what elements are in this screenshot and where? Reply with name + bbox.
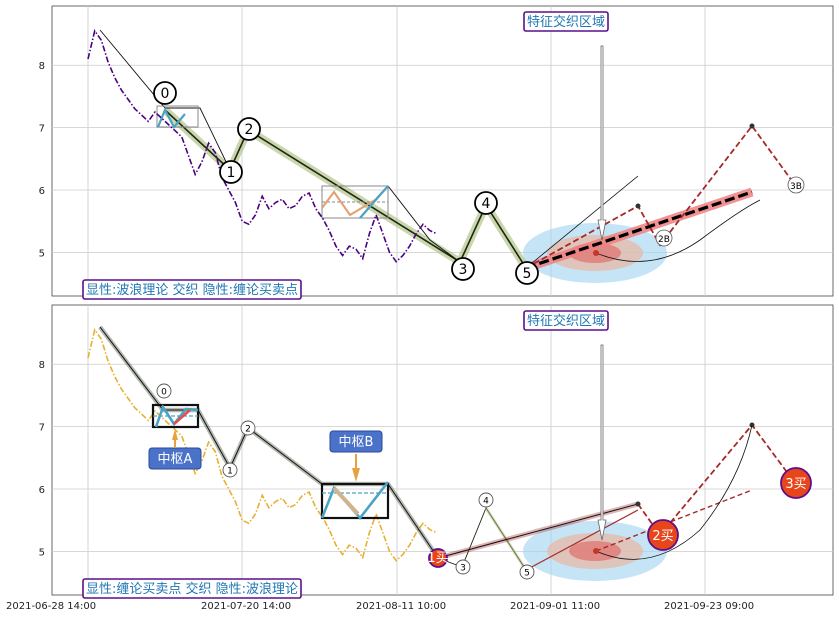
top-wave-label-text-1: 1 bbox=[227, 165, 236, 181]
bottom-zhongshu-b-arrow-icon bbox=[352, 454, 360, 482]
bottom-wave-label-0: 0 bbox=[156, 383, 172, 399]
top-wave-label-text-4: 4 bbox=[482, 196, 491, 212]
bottom-projection-path bbox=[637, 423, 796, 537]
bottom-wave-labels: 0 1 2 3 4 5 bbox=[156, 383, 535, 580]
bottom-zhongshu-b-box bbox=[320, 482, 390, 520]
bottom-wave-label-4: 4 bbox=[478, 492, 494, 508]
bottom-y-ticks: 5 6 7 8 bbox=[39, 360, 45, 558]
bottom-annotation-box bbox=[523, 310, 609, 331]
top-wave-label-0: 0 bbox=[153, 81, 177, 105]
bottom-wave-label-text-3: 3 bbox=[460, 564, 466, 574]
bottom-panel: 5 6 7 8 中枢A 中枢B bbox=[39, 304, 834, 599]
bottom-wave-label-2: 2 bbox=[240, 420, 256, 436]
x-tick-label-4: 2021-09-23 09:00 bbox=[664, 601, 754, 612]
top-proj-2b-text: 2B bbox=[658, 235, 670, 245]
top-wave-label-5: 5 bbox=[515, 261, 539, 285]
top-legend-box bbox=[82, 279, 302, 300]
top-upper-channel bbox=[525, 175, 639, 269]
top-box-a bbox=[156, 105, 199, 128]
bottom-buy-point-3: 3买 bbox=[780, 467, 812, 499]
bottom-annotation-text: 特征交织区域 bbox=[527, 313, 605, 329]
top-ytick-8: 8 bbox=[39, 61, 45, 72]
top-wave-label-text-5: 5 bbox=[523, 266, 532, 282]
top-proj-point-1 bbox=[635, 203, 641, 209]
bottom-proj-point-1 bbox=[635, 501, 641, 507]
top-glow-point bbox=[593, 250, 599, 256]
top-wave-label-text-2: 2 bbox=[245, 122, 254, 138]
bottom-wave-label-1: 1 bbox=[222, 462, 238, 478]
top-y-ticks: 5 6 7 8 bbox=[39, 61, 45, 259]
top-trend-line bbox=[525, 190, 753, 270]
top-sub-segment-b2 bbox=[359, 185, 389, 219]
top-proj-3b-text: 3B bbox=[790, 182, 802, 192]
top-panel: 5 6 7 8 0 1 2 3 4 5 bbox=[39, 5, 834, 300]
bottom-buy-point-2: 2买 bbox=[647, 519, 679, 551]
top-wave-label-2: 2 bbox=[237, 117, 261, 141]
x-axis-labels: 2021-06-28 14:00 2021-07-20 14:00 2021-08-… bbox=[6, 601, 754, 612]
bottom-glow-point bbox=[593, 548, 599, 554]
top-wave-label-1: 1 bbox=[219, 160, 243, 184]
bottom-wave-label-text-1: 1 bbox=[227, 467, 233, 477]
bottom-wave-label-text-5: 5 bbox=[524, 569, 530, 579]
bottom-ytick-6: 6 bbox=[39, 485, 45, 496]
top-wave-label-3: 3 bbox=[451, 257, 475, 281]
bottom-buy-2-text: 2买 bbox=[652, 529, 673, 544]
bottom-zhongshu-b-label-box bbox=[329, 430, 383, 453]
top-ytick-6: 6 bbox=[39, 186, 45, 197]
bottom-buy-1-text: 1买 bbox=[427, 551, 448, 566]
x-tick-label-3: 2021-09-01 11:00 bbox=[510, 601, 600, 612]
bottom-up-line-2 bbox=[525, 509, 639, 571]
top-sub-segment-a bbox=[156, 107, 186, 129]
top-wave-labels: 0 1 2 3 4 5 bbox=[153, 81, 539, 285]
bottom-ytick-8: 8 bbox=[39, 360, 45, 371]
top-ytick-5: 5 bbox=[39, 248, 45, 259]
bottom-wave-label-text-0: 0 bbox=[161, 388, 167, 398]
top-curve-arc bbox=[595, 199, 761, 262]
bottom-price-line bbox=[87, 328, 437, 562]
bottom-projection-trend bbox=[595, 489, 753, 552]
bottom-legend-box bbox=[82, 578, 302, 599]
top-annotation-text: 特征交织区域 bbox=[527, 14, 605, 30]
bottom-arrow-down-icon bbox=[597, 344, 607, 541]
top-legend-text: 显性:波浪理论 交织 隐性:缠论买卖点 bbox=[86, 282, 298, 298]
x-tick-label-0: 2021-06-28 14:00 bbox=[6, 601, 96, 612]
top-annotation-box bbox=[523, 11, 609, 32]
bottom-wave-label-text-2: 2 bbox=[245, 425, 251, 435]
bottom-wave-label-3: 3 bbox=[455, 559, 471, 575]
bottom-zhongshu-a-label: 中枢A bbox=[158, 452, 193, 467]
bottom-zhongshu-a-arrow-icon bbox=[172, 429, 178, 448]
bottom-zhongshu-b-label: 中枢B bbox=[339, 435, 374, 450]
bottom-up-line bbox=[437, 503, 639, 559]
top-outer-structure-1 bbox=[99, 29, 231, 171]
bottom-ytick-7: 7 bbox=[39, 423, 45, 434]
bottom-wave-label-text-4: 4 bbox=[483, 497, 489, 507]
top-wave-label-4: 4 bbox=[474, 191, 498, 215]
top-price-line bbox=[87, 29, 437, 263]
top-proj-point-2 bbox=[749, 123, 755, 129]
bottom-ytick-5: 5 bbox=[39, 547, 45, 558]
bottom-legend-text: 显性:缠论买卖点 交织 隐性:波浪理论 bbox=[86, 581, 298, 597]
bottom-zhongshu-b-tan bbox=[332, 486, 360, 516]
bottom-curve-arc bbox=[595, 424, 753, 560]
top-ytick-7: 7 bbox=[39, 124, 45, 135]
bottom-wave-tail-band bbox=[484, 507, 528, 571]
top-wave-label-text-3: 3 bbox=[459, 262, 468, 278]
top-arrow-down-icon bbox=[597, 45, 607, 241]
top-wave-label-text-0: 0 bbox=[161, 86, 170, 102]
top-projection-label-3b: 3B bbox=[787, 176, 805, 194]
bottom-buy-point-1: 1买 bbox=[427, 548, 449, 568]
top-projection-label-2b: 2B bbox=[655, 229, 673, 247]
bottom-buy-3-text: 3买 bbox=[785, 477, 806, 492]
x-tick-label-2: 2021-08-11 10:00 bbox=[356, 601, 446, 612]
bottom-wave-label-5: 5 bbox=[519, 564, 535, 580]
x-tick-label-1: 2021-07-20 14:00 bbox=[201, 601, 291, 612]
top-wave-line bbox=[164, 109, 527, 269]
bottom-zhongshu-a-red bbox=[173, 409, 191, 425]
